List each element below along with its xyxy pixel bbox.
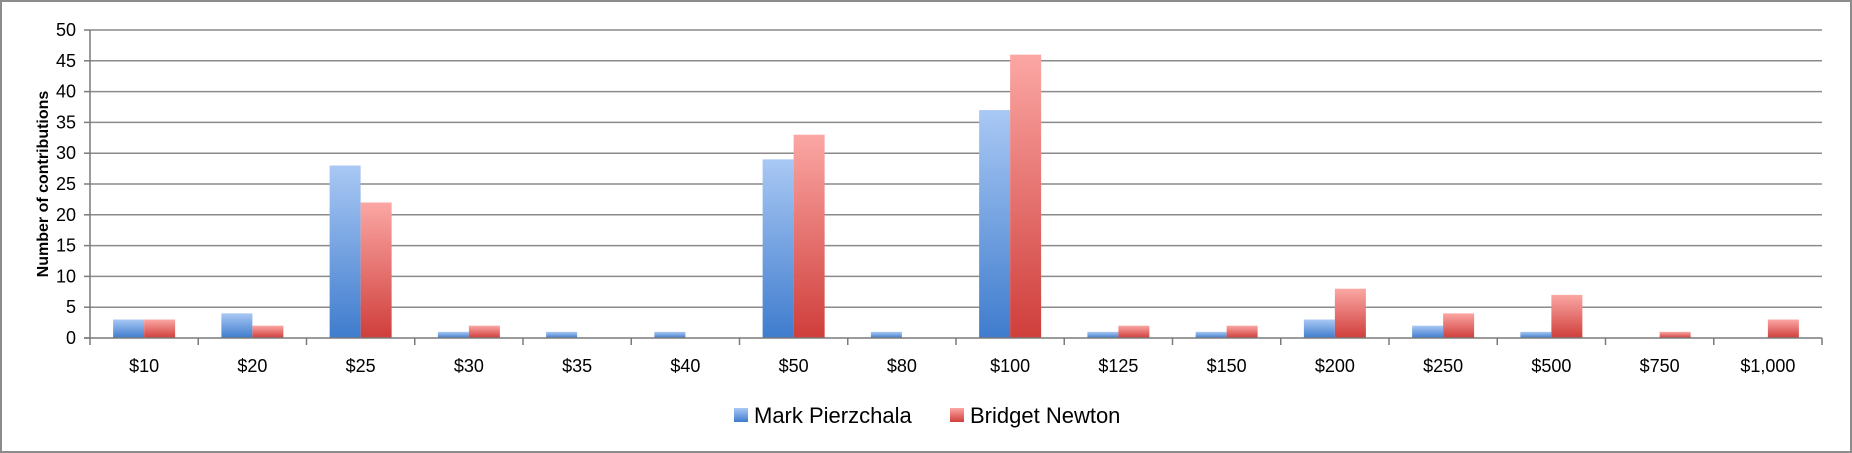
bar-mark-pierzchala (546, 331, 578, 338)
x-tick-label: $10 (129, 356, 159, 376)
x-tick-label: $50 (779, 356, 809, 376)
x-tick-label: $25 (346, 356, 376, 376)
y-axis-title: Number of contributions (35, 91, 52, 278)
x-tick-label: $150 (1207, 356, 1247, 376)
bar-mark-pierzchala (1412, 325, 1444, 338)
x-tick-label: $200 (1315, 356, 1355, 376)
bar-bridget-newton (360, 202, 392, 338)
x-tick-label: $750 (1640, 356, 1680, 376)
bar-mark-pierzchala (762, 159, 794, 338)
bar-mark-pierzchala (437, 331, 469, 338)
legend-marker-bridget-newton (950, 408, 964, 422)
bar-mark-pierzchala (329, 165, 361, 338)
y-tick-label: 10 (56, 266, 76, 286)
bar-bridget-newton (1334, 288, 1366, 338)
y-tick-label: 15 (56, 236, 76, 256)
x-tick-label: $40 (670, 356, 700, 376)
bar-bridget-newton (1551, 294, 1583, 338)
bar-mark-pierzchala (113, 319, 145, 338)
bars (113, 54, 1799, 338)
x-tick-label: $250 (1423, 356, 1463, 376)
bar-bridget-newton (144, 319, 176, 338)
bar-mark-pierzchala (221, 313, 253, 338)
x-tick-label: $35 (562, 356, 592, 376)
x-tick-label: $1,000 (1740, 356, 1795, 376)
axes (84, 29, 1823, 345)
tick-labels: 0 5 10 15 20 25 30 35 40 45 50 $10 $20 $25 $30 $35 $40 $5… (56, 20, 1795, 376)
bar-mark-pierzchala (870, 331, 902, 338)
legend: Mark Pierzchala Bridget Newton (734, 403, 1120, 428)
bar-bridget-newton (252, 325, 284, 338)
x-tick-label: $20 (237, 356, 267, 376)
y-tick-label: 0 (66, 328, 76, 348)
y-tick-label: 30 (56, 143, 76, 163)
bar-mark-pierzchala (1195, 331, 1227, 338)
y-tick-label: 20 (56, 205, 76, 225)
y-tick-label: 5 (66, 297, 76, 317)
y-tick-label: 35 (56, 112, 76, 132)
bar-bridget-newton (1443, 313, 1475, 338)
bar-mark-pierzchala (1520, 331, 1552, 338)
y-tick-label: 50 (56, 20, 76, 40)
bar-bridget-newton (1118, 325, 1150, 338)
legend-marker-mark-pierzchala (734, 408, 748, 422)
bar-bridget-newton (468, 325, 500, 338)
x-tick-label: $100 (990, 356, 1030, 376)
bar-bridget-newton (793, 134, 825, 338)
x-tick-label: $500 (1531, 356, 1571, 376)
bar-mark-pierzchala (1303, 319, 1335, 338)
bar-bridget-newton (1226, 325, 1258, 338)
legend-label: Bridget Newton (970, 403, 1120, 428)
x-tick-label: $30 (454, 356, 484, 376)
bar-mark-pierzchala (979, 110, 1011, 338)
x-tick-label: $80 (887, 356, 917, 376)
bar-bridget-newton (1767, 319, 1799, 338)
y-tick-label: 40 (56, 82, 76, 102)
bar-mark-pierzchala (654, 331, 686, 338)
y-tick-label: 45 (56, 51, 76, 71)
legend-label: Mark Pierzchala (754, 403, 912, 428)
bar-bridget-newton (1659, 331, 1691, 338)
bar-mark-pierzchala (1087, 331, 1119, 338)
y-tick-label: 25 (56, 174, 76, 194)
bar-bridget-newton (1010, 54, 1042, 338)
x-tick-label: $125 (1098, 356, 1138, 376)
